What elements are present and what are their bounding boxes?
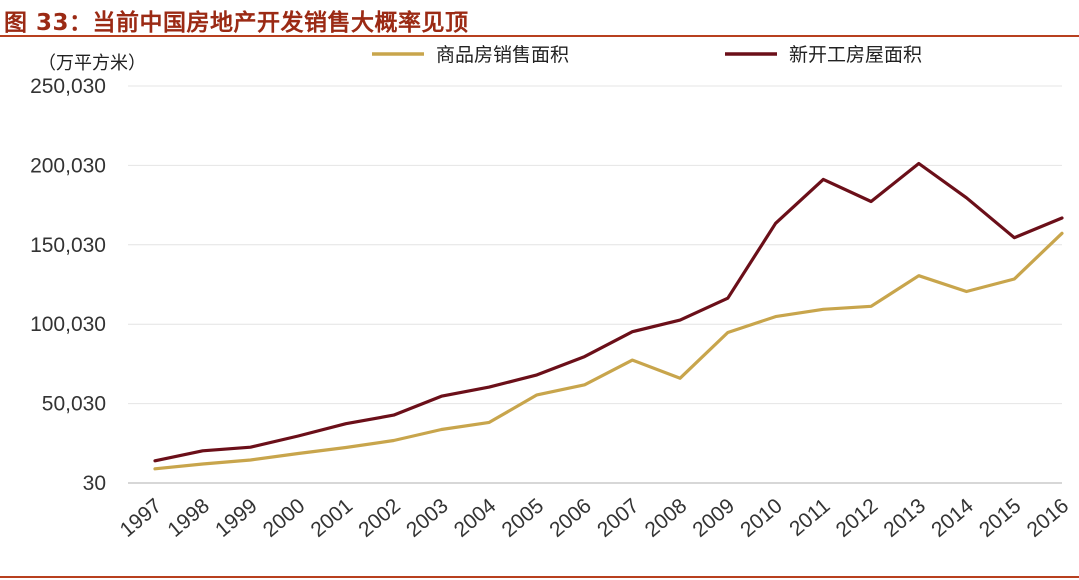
legend: 商品房销售面积 新开工房屋面积 bbox=[372, 44, 922, 66]
x-tick-label: 2005 bbox=[498, 494, 549, 542]
x-tick-label: 2002 bbox=[354, 494, 405, 542]
title-divider bbox=[0, 35, 1079, 37]
y-axis-tick-labels: 30 50,030 100,030 150,030 200,030 250,030 bbox=[30, 75, 106, 495]
series-line bbox=[153, 231, 1064, 471]
y-axis-unit-label: （万平方米） bbox=[38, 53, 146, 74]
x-tick-label: 2012 bbox=[832, 494, 883, 542]
gridlines bbox=[128, 85, 1062, 405]
x-tick-label: 2013 bbox=[879, 494, 930, 542]
x-tick-label: 1997 bbox=[116, 494, 167, 542]
legend-label: 新开工房屋面积 bbox=[789, 44, 922, 66]
legend-label: 商品房销售面积 bbox=[436, 44, 569, 66]
x-axis-tick-labels: 1997199819992000200120022003200420052006… bbox=[116, 494, 1074, 542]
series-lines bbox=[153, 161, 1064, 471]
x-tick-label: 1998 bbox=[163, 494, 214, 542]
x-tick-label: 2011 bbox=[785, 494, 834, 541]
y-tick-label: 100,030 bbox=[30, 313, 106, 336]
x-tick-label: 2009 bbox=[688, 494, 739, 542]
x-tick-label: 2015 bbox=[975, 494, 1026, 542]
x-tick-label: 2003 bbox=[402, 494, 453, 542]
x-tick-label: 2001 bbox=[307, 494, 358, 542]
x-tick-label: 1999 bbox=[211, 494, 262, 542]
figure-title: 图 33：当前中国房地产开发销售大概率见顶 bbox=[4, 10, 469, 36]
x-tick-label: 2014 bbox=[927, 494, 978, 542]
x-tick-label: 2007 bbox=[593, 494, 644, 542]
x-tick-label: 2016 bbox=[1023, 494, 1074, 542]
series-line bbox=[153, 161, 1064, 463]
x-tick-label: 2000 bbox=[259, 494, 310, 542]
y-tick-label: 150,030 bbox=[30, 234, 106, 257]
x-tick-label: 2006 bbox=[545, 494, 596, 542]
y-tick-label: 50,030 bbox=[42, 393, 106, 416]
x-tick-label: 2008 bbox=[641, 494, 692, 542]
bottom-divider bbox=[0, 576, 1079, 578]
y-tick-label: 250,030 bbox=[30, 75, 106, 98]
x-tick-label: 2004 bbox=[450, 494, 501, 542]
y-tick-label: 30 bbox=[83, 472, 106, 495]
y-tick-label: 200,030 bbox=[30, 154, 106, 177]
x-tick-label: 2010 bbox=[736, 494, 787, 542]
